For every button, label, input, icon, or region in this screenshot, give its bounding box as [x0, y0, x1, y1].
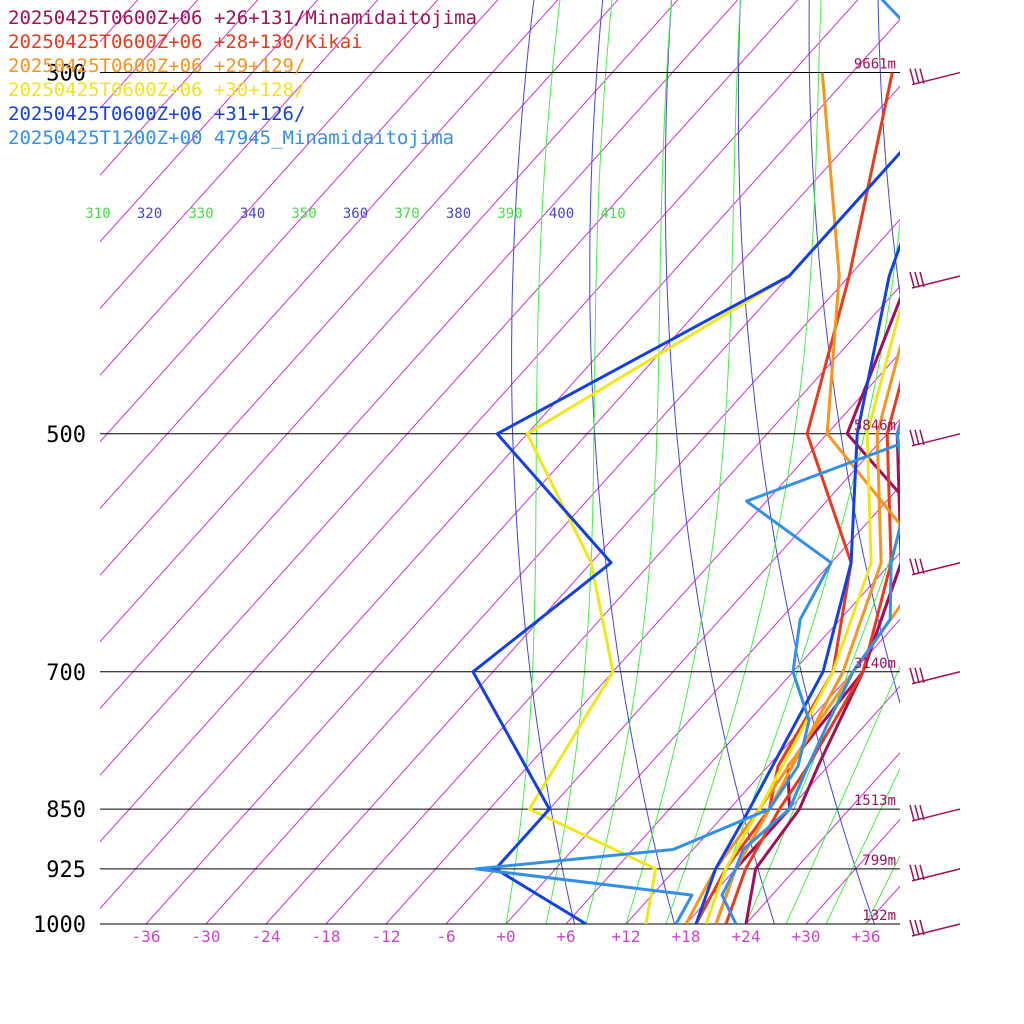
isotherm-line [205, 152, 900, 924]
pressure-label: 1000 [33, 913, 86, 938]
isotherm-line [100, 0, 439, 376]
temperature-tick-label: -12 [372, 927, 401, 946]
wind-barb [909, 68, 961, 86]
legend-entry: 20250425T0600Z+06 +31+126/ [8, 103, 305, 125]
wind-barb [909, 667, 961, 685]
dry-adiabat-line [944, 0, 1024, 959]
temperature-tick-label: +30 [792, 927, 821, 946]
isotherm-line [100, 0, 739, 710]
series-temperature-line [714, 342, 900, 924]
height-label: 9661m [854, 57, 896, 73]
dry-adiabat-line [664, 0, 776, 924]
theta-tick-label: 400 [549, 206, 574, 222]
isotherm-line [625, 618, 900, 924]
dry-adiabat-line [1009, 0, 1024, 959]
isotherm-line [100, 0, 679, 643]
pressure-label: 500 [46, 423, 86, 448]
height-label: 3140m [854, 656, 896, 672]
legend-entry: 20250425T0600Z+06 +28+130/Kikai [8, 31, 363, 53]
temperature-tick-label: +24 [732, 927, 761, 946]
temperature-tick-label: +18 [672, 927, 701, 946]
pressure-label: 300 [46, 62, 86, 87]
wind-barb [909, 919, 961, 937]
temperature-tick-label: +0 [496, 927, 515, 946]
moist-adiabat-line [705, 217, 900, 924]
isotherm-line [385, 352, 900, 924]
theta-tick-label: 330 [188, 206, 213, 222]
legend-entry: 20250425T0600Z+06 +26+131/Minamidaitojim… [8, 7, 477, 29]
temperature-tick-label: +6 [556, 927, 575, 946]
theta-tick-label: 360 [343, 206, 368, 222]
temperature-tick-label: -36 [132, 927, 161, 946]
series-temperature-line [720, 421, 900, 924]
temperature-tick-label: -18 [312, 927, 341, 946]
height-label: 799m [862, 853, 896, 869]
barb-layer [909, 68, 961, 937]
height-label: 132m [862, 908, 896, 924]
legend: 20250425T0600Z+06 +26+131/Minamidaitojim… [8, 7, 477, 149]
series-temperature-line [724, 379, 900, 924]
moist-adiabat-line [865, 854, 900, 924]
height-label: 1513m [854, 793, 896, 809]
isotherm-line [100, 0, 859, 843]
legend-entry: 20250425T0600Z+06 +29+129/ [8, 55, 305, 77]
moist-adiabat-line [665, 0, 822, 924]
moist-adiabat-line [505, 0, 561, 924]
series-temperature-line [744, 420, 900, 924]
moist-adiabat-line [585, 0, 672, 924]
wind-barb [909, 271, 961, 289]
theta-tick-label: 340 [240, 206, 265, 222]
temperature-tick-label: +36 [852, 927, 881, 946]
isotherm-line [100, 0, 799, 776]
isotherm-line [100, 0, 619, 576]
isotherm-line [505, 485, 900, 924]
series-layer [471, 0, 900, 924]
legend-entry: 20250425T0600Z+06 +30+128/ [8, 79, 305, 101]
isotherm-line [100, 0, 499, 443]
dry-adiabat-line [511, 0, 576, 924]
isotherm-line [926, 0, 1024, 924]
wind-barb [909, 429, 961, 447]
isotherm-line [805, 818, 900, 924]
wind-barb [909, 864, 961, 882]
theta-tick-label: 350 [291, 206, 316, 222]
moist-adiabat-line [785, 665, 900, 924]
series-dewpoint-line [471, 150, 900, 924]
wind-barb [909, 558, 961, 576]
theta-tick-label: 410 [600, 206, 625, 222]
isotherm-line [100, 0, 559, 510]
temperature-tick-label: -6 [436, 927, 455, 946]
moist-adiabat-line [545, 0, 613, 924]
wind-barb [909, 804, 961, 822]
pressure-label: 700 [46, 661, 86, 686]
series-temperature-line [694, 241, 900, 924]
series-dewpoint-line [474, 0, 900, 924]
isotherm-line [100, 18, 900, 910]
series-dewpoint-line [525, 150, 900, 924]
isotherm-line [265, 218, 900, 924]
theta-tick-label: 320 [137, 206, 162, 222]
moist-adiabat-line [625, 0, 741, 924]
isotherm-line [986, 0, 1024, 924]
pressure-label: 850 [46, 798, 86, 823]
dry-adiabat-line [808, 0, 900, 705]
theta-tick-label: 370 [394, 206, 419, 222]
temperature-tick-label: -24 [252, 927, 281, 946]
isotherm-line [865, 885, 900, 924]
height-label: 5846m [854, 418, 896, 434]
pressure-label: 925 [46, 858, 86, 883]
series-temperature-line [704, 304, 900, 924]
label-layer: 10016625m15014223m20012410m25010929m3009… [33, 57, 896, 946]
theta-tick-label: 310 [85, 206, 110, 222]
isotherm-line [325, 285, 900, 924]
temperature-tick-label: -30 [192, 927, 221, 946]
legend-entry: 20250425T1200Z+00 47945_Minamidaitojima [8, 127, 454, 149]
theta-tick-label: 380 [446, 206, 471, 222]
temperature-tick-label: +12 [612, 927, 641, 946]
theta-tick-label: 390 [497, 206, 522, 222]
